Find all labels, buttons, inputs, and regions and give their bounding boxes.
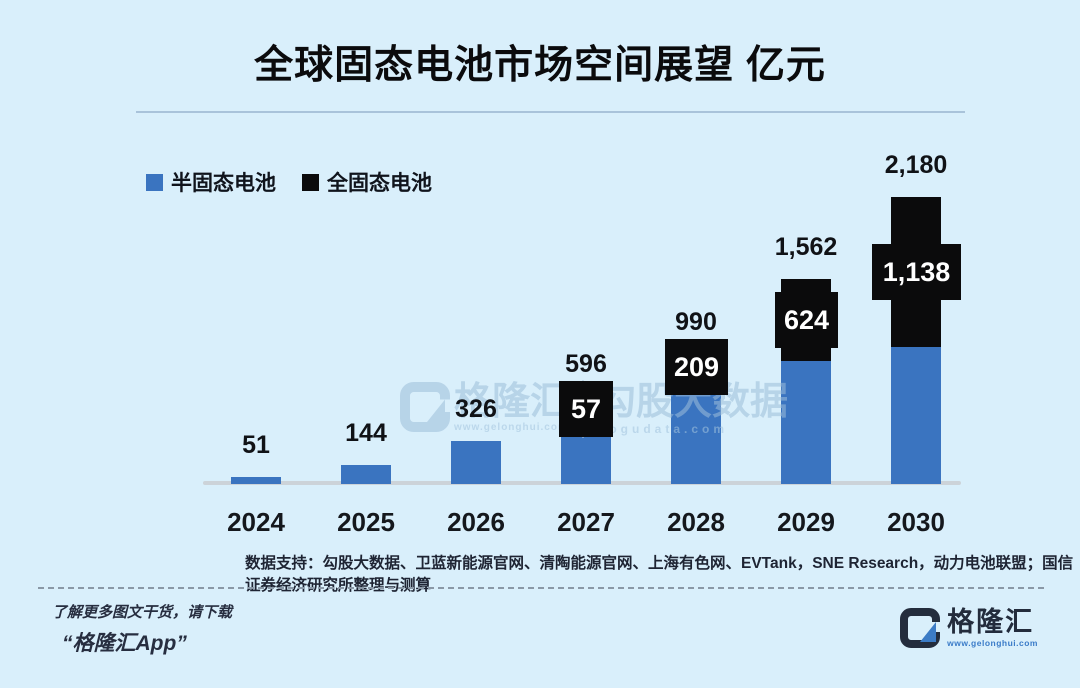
- bar-total-label: 144: [345, 419, 387, 447]
- x-axis-tick-label: 2028: [667, 507, 725, 537]
- legend-item-semi-solid: 半固态电池: [146, 167, 276, 197]
- x-axis-tick-label: 2027: [557, 507, 615, 537]
- page-title: 全球固态电池市场空间展望 亿元: [254, 44, 826, 87]
- gelonghui-logo-text: 格隆汇: [947, 607, 1035, 637]
- legend-swatch-all-solid-icon: [302, 173, 319, 191]
- footer-divider: [38, 587, 1044, 589]
- x-axis-tick-label: 2026: [447, 507, 505, 537]
- bar-total-label: 2,180: [884, 151, 948, 179]
- source-note: 数据支持：勾股大数据、卫蓝新能源官网、清陶能源官网、上海有色网、EVTank，S…: [245, 555, 1074, 594]
- segment-value-box: 624: [775, 292, 838, 348]
- bar-total-label: 51: [242, 431, 270, 459]
- segment-value-box: 57: [559, 381, 613, 437]
- footer-promo: 了解更多图文干货，请下载 “格隆汇App”: [52, 601, 232, 657]
- bar-total-label: 596: [565, 350, 607, 378]
- x-axis-tick-label: 2024: [227, 507, 285, 537]
- gelonghui-logo: 格隆汇 www.gelonghui.com: [900, 608, 1038, 653]
- x-axis-tick-label: 2025: [337, 507, 395, 537]
- segment-value-box: 209: [665, 339, 728, 395]
- bar-segment-semi-solid: [671, 381, 721, 484]
- bar-segment-semi-solid: [451, 441, 501, 484]
- bar-total-label: 990: [675, 308, 717, 336]
- bar-segment-semi-solid: [781, 361, 831, 484]
- legend-item-all-solid: 全固态电池: [302, 167, 432, 197]
- bar-segment-semi-solid: [231, 477, 281, 484]
- segment-value-box: 1,138: [872, 244, 961, 300]
- legend-swatch-semi-solid-icon: [146, 173, 163, 191]
- x-axis-tick-label: 2030: [887, 507, 945, 537]
- title-divider: [136, 111, 965, 113]
- footer-promo-line2: “格隆汇App”: [62, 632, 187, 655]
- x-axis-tick-label: 2029: [777, 507, 835, 537]
- gelonghui-logo-url: www.gelonghui.com: [947, 638, 1038, 648]
- legend-label-semi-solid: 半固态电池: [171, 172, 276, 195]
- bar-total-label: 326: [455, 395, 497, 423]
- bar-segment-semi-solid: [341, 465, 391, 484]
- gelonghui-logo-icon: [900, 608, 941, 653]
- legend-label-all-solid: 全固态电池: [327, 172, 432, 195]
- bar-total-label: 1,562: [774, 233, 838, 261]
- bar-segment-semi-solid: [891, 347, 941, 484]
- footer-promo-line1: 了解更多图文干货，请下载: [52, 604, 233, 621]
- legend: 半固态电池 全固态电池: [146, 167, 432, 197]
